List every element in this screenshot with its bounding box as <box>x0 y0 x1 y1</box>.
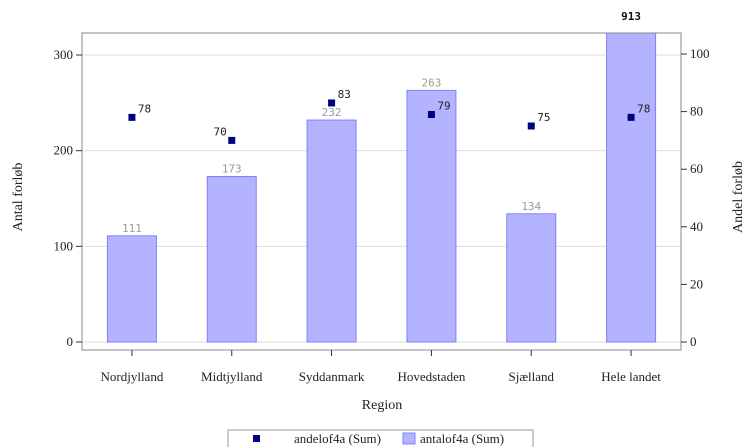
y-tick-label: 100 <box>54 238 74 253</box>
x-tick-label: Hovedstaden <box>397 369 465 384</box>
point-value-label: 75 <box>537 111 550 124</box>
x-tick-label: Midtjylland <box>201 369 263 384</box>
x-tick-label: Sjælland <box>508 369 554 384</box>
y2-axis-title: Andel forløb <box>731 161 746 233</box>
y2-tick-label: 80 <box>690 104 703 119</box>
legend-marker-bar <box>402 432 416 445</box>
axes: 0 100 200 300 0 20 40 60 80 100 Nordjylland Midtjyl… <box>54 46 710 384</box>
bar <box>606 32 657 343</box>
scatter-point <box>427 110 435 118</box>
legend: andelof4a (Sum) antalof4a (Sum) <box>227 429 534 447</box>
bar-value-label: 111 <box>122 222 142 235</box>
scatter-point <box>328 99 336 107</box>
bar-value-label: 232 <box>322 106 342 119</box>
x-axis-title: Region <box>362 398 402 413</box>
point-value-label: 79 <box>437 99 450 112</box>
scatter-point <box>627 113 635 121</box>
point-value-label: 78 <box>138 102 151 115</box>
x-tick-label: Syddanmark <box>299 369 365 384</box>
bar-value-label: 263 <box>421 76 441 89</box>
bar <box>206 175 257 343</box>
y2-tick-label: 60 <box>690 161 703 176</box>
bar-value-label: 913 <box>621 10 641 23</box>
y-axis-title: Antal forløb <box>11 163 26 232</box>
data-labels: 111 173 232 263 134 913 78 70 83 79 75 78 <box>122 10 650 235</box>
bar <box>306 119 357 343</box>
bar <box>406 89 457 343</box>
legend-frame <box>227 429 534 447</box>
y2-tick-label: 40 <box>690 219 703 234</box>
y-tick-label: 300 <box>54 47 74 62</box>
y-tick-label: 200 <box>54 143 74 158</box>
point-value-label: 83 <box>338 88 351 101</box>
points <box>128 99 635 144</box>
legend-label-bar: antalof4a (Sum) <box>420 431 504 446</box>
y2-tick-label: 0 <box>690 334 697 349</box>
scatter-point <box>128 113 136 121</box>
bar <box>106 235 157 343</box>
x-tick-label: Nordjylland <box>101 369 164 384</box>
bar <box>506 213 557 343</box>
plot-frame <box>81 32 682 351</box>
legend-label-scatter: andelof4a (Sum) <box>294 431 381 446</box>
x-tick-label: Hele landet <box>601 369 661 384</box>
y2-tick-label: 100 <box>690 46 710 61</box>
bar-value-label: 173 <box>222 162 242 175</box>
y2-tick-label: 20 <box>690 276 703 291</box>
bars <box>106 32 657 343</box>
point-value-label: 78 <box>637 102 650 115</box>
scatter-point <box>228 136 236 144</box>
legend-marker-scatter <box>253 435 260 442</box>
bar-value-label: 134 <box>521 200 541 213</box>
gridlines <box>82 54 681 343</box>
scatter-point <box>527 122 535 130</box>
point-value-label: 70 <box>214 125 227 138</box>
y-tick-label: 0 <box>67 334 74 349</box>
